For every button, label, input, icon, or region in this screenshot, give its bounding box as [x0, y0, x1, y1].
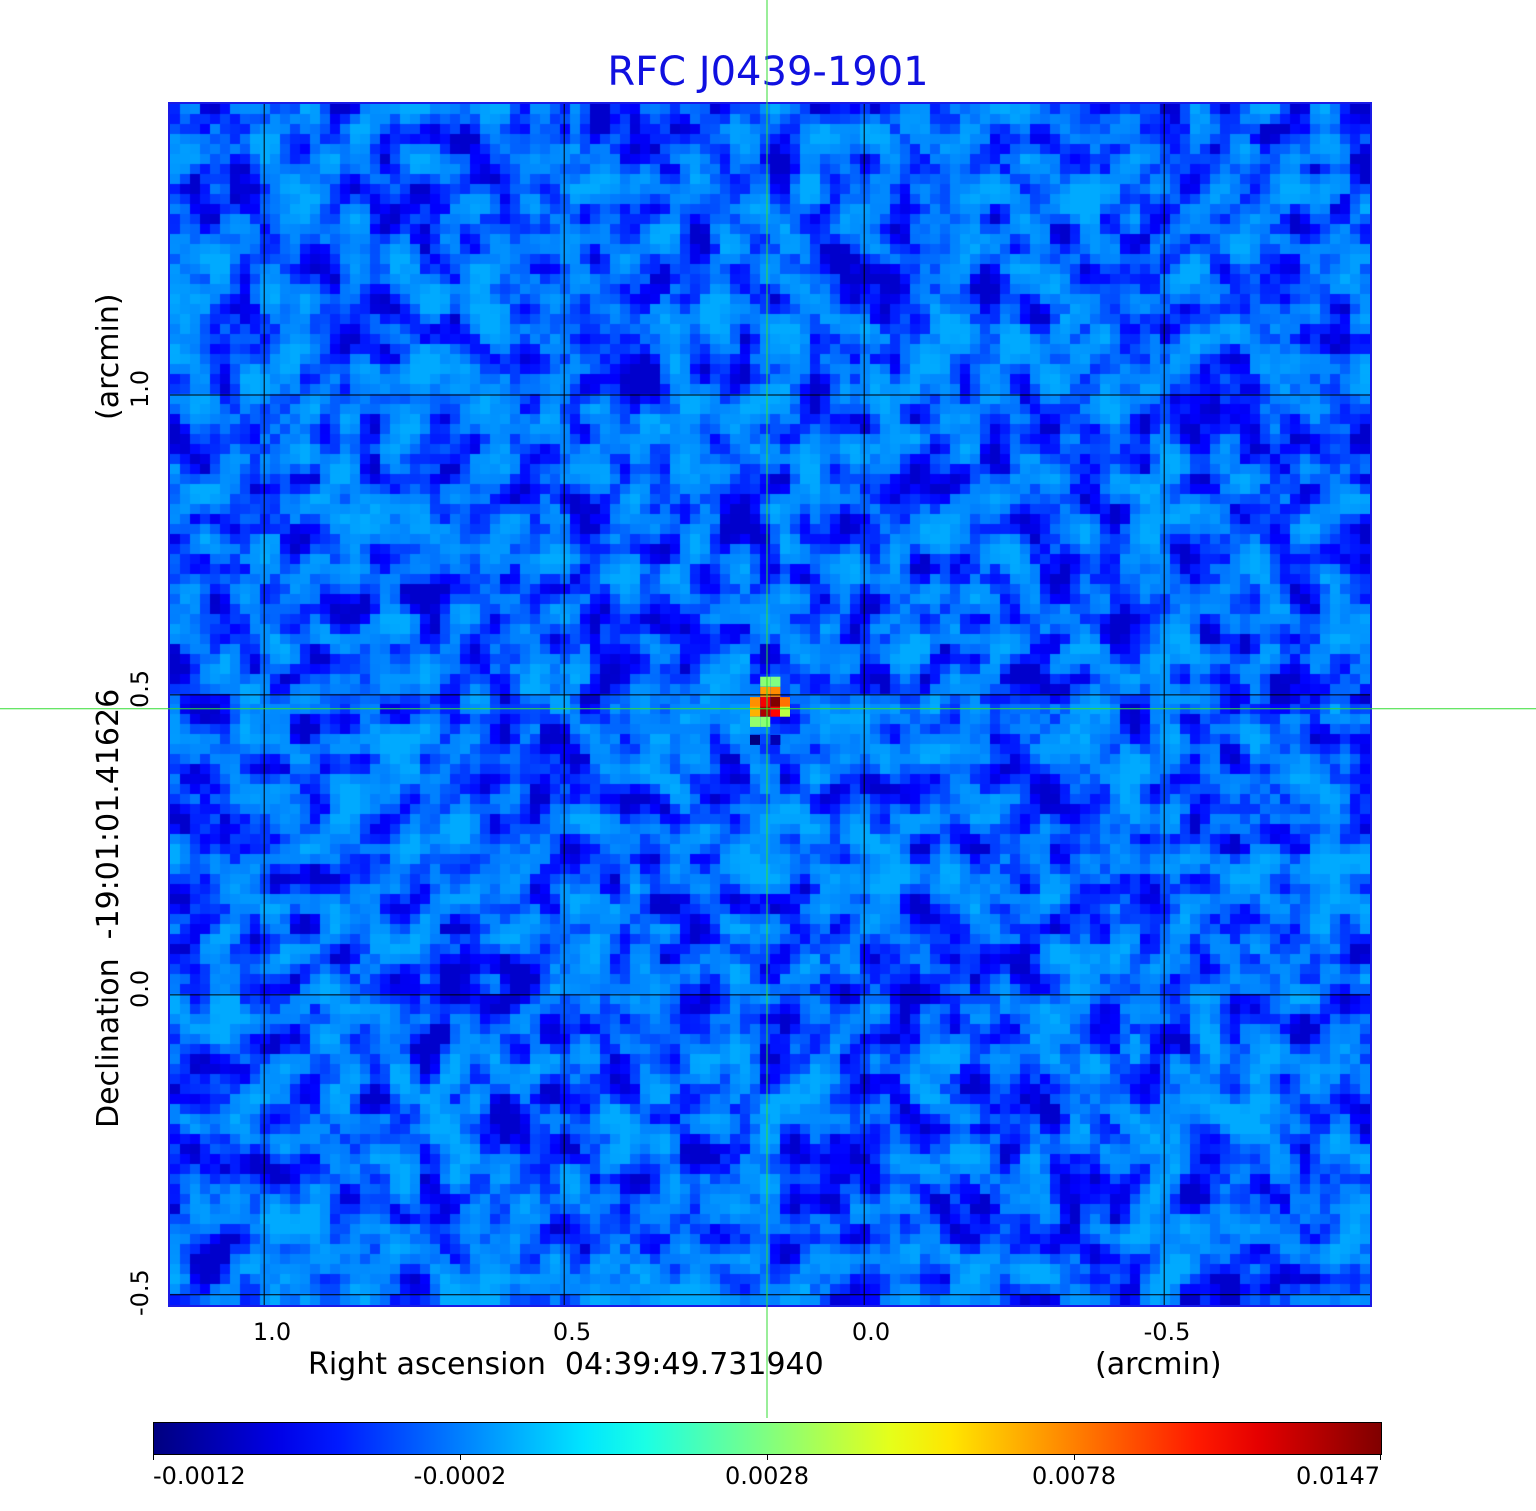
source-pixel — [760, 716, 771, 727]
y-axis-unit: (arcmin) — [91, 293, 126, 420]
source-pixel — [779, 706, 791, 717]
colorbar-tick-label: 0.0078 — [1032, 1462, 1116, 1490]
colorbar-tick — [1074, 1454, 1075, 1460]
source-pixel — [760, 706, 771, 717]
y-tick-label: 0.0 — [126, 969, 154, 1008]
y-tick-label: 0.5 — [126, 669, 154, 708]
plot-overlay — [170, 104, 1370, 1305]
source-pixel — [760, 697, 771, 708]
source-pixel — [749, 734, 761, 745]
chart-title: RFC J0439-1901 — [607, 49, 929, 95]
x-axis-label: Right ascension 04:39:49.731940 — [308, 1347, 824, 1382]
source-pixel — [760, 686, 771, 697]
colorbar-tick — [153, 1454, 154, 1460]
source-pixel — [749, 706, 761, 717]
colorbar-tick-label: 0.0147 — [1296, 1462, 1380, 1490]
source-pixel — [749, 716, 761, 727]
colorbar-tick — [460, 1454, 461, 1460]
colorbar-tick — [1380, 1454, 1381, 1460]
y-tick-label: -0.5 — [126, 1269, 154, 1316]
image-plot-area[interactable] — [170, 104, 1370, 1305]
colorbar — [153, 1422, 1382, 1455]
x-axis-unit: (arcmin) — [1095, 1347, 1222, 1382]
source-pixel — [770, 676, 781, 687]
colorbar-tick-label: 0.0028 — [725, 1462, 809, 1490]
source-pixel — [760, 676, 771, 687]
x-tick-label: 0.5 — [552, 1318, 592, 1346]
x-tick-label: 0.0 — [851, 1318, 891, 1346]
y-tick-label: 1.0 — [126, 369, 154, 408]
colorbar-tick — [767, 1454, 768, 1460]
x-tick-label: 1.0 — [252, 1318, 292, 1346]
colorbar-tick-label: -0.0012 — [153, 1462, 246, 1490]
y-axis-label: Declination -19:01:01.41626 — [91, 688, 126, 1128]
source-pixel — [749, 697, 761, 708]
source-pixel — [779, 697, 791, 708]
x-tick-label: -0.5 — [1143, 1318, 1191, 1346]
colorbar-tick-label: -0.0002 — [413, 1462, 507, 1490]
source-pixel — [770, 686, 781, 697]
source-pixel — [770, 734, 781, 745]
source-pixel — [770, 697, 781, 708]
source-pixel — [770, 706, 781, 717]
